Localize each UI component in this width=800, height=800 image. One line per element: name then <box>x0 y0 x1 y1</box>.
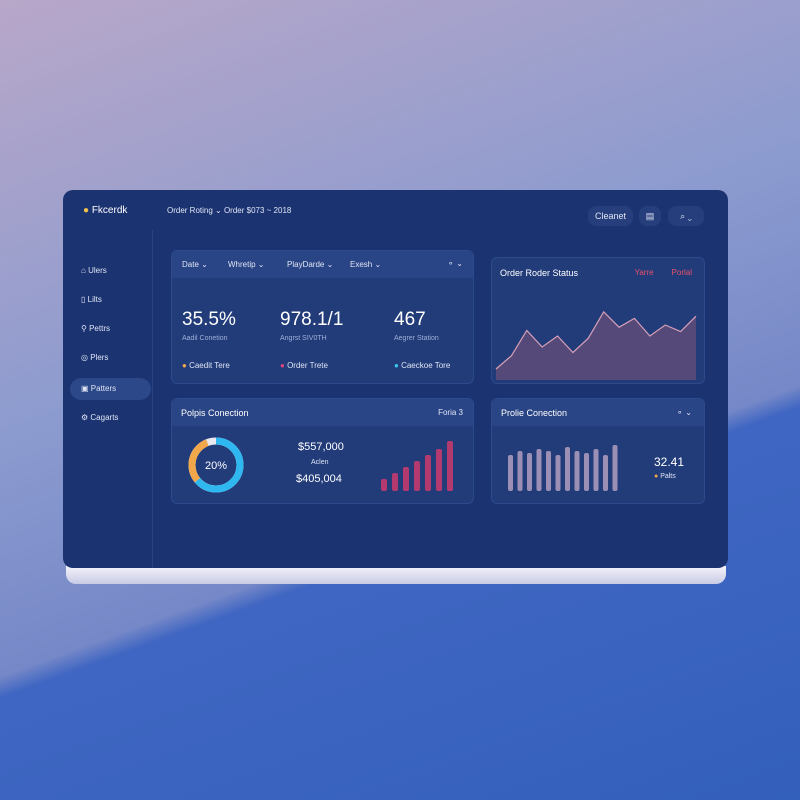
card-link[interactable]: Foria 3 <box>438 408 463 417</box>
stat-label: Angrst SIV0TH <box>280 335 327 342</box>
card-title: Polpis Conection <box>181 408 249 418</box>
bar-chart <box>508 445 618 491</box>
amount: $405,004 <box>296 473 342 485</box>
bar <box>425 455 431 491</box>
crumb[interactable]: Order Roting <box>167 206 213 215</box>
sidebar-item[interactable]: ◎ Plers <box>81 353 109 362</box>
metric: 32.41 <box>654 455 685 469</box>
bar <box>527 453 532 491</box>
bar <box>593 449 599 491</box>
dashboard: ● Fkcerdk Order Roting ⌄ Order $073 ~ 20… <box>63 190 728 568</box>
donut-segment <box>188 437 244 493</box>
bar <box>436 449 442 491</box>
icon-button[interactable]: ▤ <box>639 206 661 226</box>
bar <box>508 455 513 491</box>
area <box>496 311 696 380</box>
card-header <box>172 399 473 426</box>
card-title: Order Roder Status <box>500 268 579 278</box>
stat-value: 35.5% <box>182 309 236 330</box>
donut-chart: 20% <box>188 437 244 493</box>
crumb[interactable]: Order $073 ~ 2018 <box>223 206 292 215</box>
stat-label: Aadil Conetion <box>182 335 228 342</box>
filter[interactable]: PlayDarde ⌄ <box>287 260 334 269</box>
button[interactable]: Cleanet <box>588 206 633 226</box>
filter[interactable]: Date ⌄ <box>182 260 208 269</box>
profile-card: Prolie Conection ⚬ ⌄ 32.41 ● Palts <box>491 398 705 504</box>
legend-label: Palts <box>660 473 676 480</box>
donut-segment <box>188 437 244 493</box>
connection-card: Polpis Conection Foria 3 20% $557,000 Ac… <box>171 398 474 504</box>
device-base <box>66 566 726 584</box>
filter-label[interactable]: Exesh <box>350 260 373 269</box>
legend-label: Yarre <box>634 268 654 277</box>
legend-label: Order Trete <box>287 361 328 370</box>
line <box>495 310 697 370</box>
sidebar-item[interactable]: ⌂ Ulers <box>81 266 107 275</box>
bar <box>517 451 523 491</box>
bar <box>414 461 420 491</box>
bar <box>447 441 453 491</box>
sidebar-label[interactable]: Cagarts <box>90 413 119 422</box>
legend-dot: ● <box>182 361 187 370</box>
sidebar-label[interactable]: Pettrs <box>89 324 110 333</box>
bar <box>381 479 387 491</box>
sidebar-item[interactable]: ⚲ Pettrs <box>81 324 110 333</box>
legend-dot: ● <box>280 361 285 370</box>
legend-label: Caeckoe Tore <box>401 361 451 370</box>
divider <box>152 230 153 568</box>
bar <box>536 449 542 491</box>
sidebar-label[interactable]: Ulers <box>88 266 107 275</box>
brand: ● Fkcerdk <box>83 205 128 216</box>
legend-item: ● Order Trete <box>280 361 328 370</box>
legend-label: Porlal <box>671 268 692 277</box>
bar <box>403 467 409 491</box>
filter-bar: ⚬ ⌄ Date ⌄ Whretip ⌄ PlayDarde ⌄ Exesh ⌄ <box>172 251 473 278</box>
sidebar-label[interactable]: Plers <box>90 353 109 362</box>
legend-dot: ● <box>394 361 399 370</box>
breadcrumb[interactable]: Order Roting ⌄ Order $073 ~ 2018 <box>167 206 292 215</box>
sidebar-item[interactable]: ▯ Lilts <box>81 295 102 304</box>
search-button[interactable]: ⌕ ⌄ <box>668 206 704 226</box>
bar <box>392 473 398 491</box>
legend-item: ● Palts <box>654 473 676 480</box>
bar <box>584 453 589 491</box>
card-title: Prolie Conection <box>501 408 568 418</box>
filter-label[interactable]: Whretip <box>228 260 256 269</box>
status-card: Order Roder Status Yarre Porlal <box>491 257 705 384</box>
bar <box>574 451 580 491</box>
stat-label: Aegrer Station <box>394 335 439 342</box>
stat-value: 978.1/1 <box>280 309 344 330</box>
bar <box>546 451 551 491</box>
area-chart <box>495 310 697 380</box>
filter-label[interactable]: Date <box>182 260 199 269</box>
bar-chart <box>381 441 453 491</box>
bar <box>612 445 618 491</box>
active-bg <box>70 378 151 400</box>
filter[interactable]: Exesh ⌄ <box>350 260 382 269</box>
card-header <box>492 399 704 426</box>
amount: $557,000 <box>298 441 344 453</box>
legend-item: ● Caeckoe Tore <box>394 361 450 370</box>
legend-label: Caedit Tere <box>189 361 230 370</box>
filter-label[interactable]: PlayDarde <box>287 260 325 269</box>
sidebar-label[interactable]: Lilts <box>87 295 102 304</box>
stats-card: ⚬ ⌄ Date ⌄ Whretip ⌄ PlayDarde ⌄ Exesh ⌄ 35… <box>171 250 474 384</box>
sidebar-label[interactable]: Patters <box>90 384 117 393</box>
sidebar-item[interactable]: ▣ Patters <box>81 384 117 393</box>
filter-icon[interactable]: ⚬ ⌄ <box>447 259 463 268</box>
bar <box>565 447 570 491</box>
bar <box>603 455 608 491</box>
legend-item: ● Caedit Tere <box>182 361 230 370</box>
filter[interactable]: Whretip ⌄ <box>228 260 265 269</box>
stat-value: 467 <box>394 309 426 330</box>
brand-text: Fkcerdk <box>91 205 128 216</box>
legend: Yarre Porlal <box>617 268 692 277</box>
sidebar-item[interactable]: ⚙ Cagarts <box>81 413 119 422</box>
donut-label: 20% <box>205 460 227 472</box>
bar <box>555 455 561 491</box>
card-menu[interactable]: ⚬ ⌄ <box>676 408 692 417</box>
amount-label: Aclen <box>311 459 329 466</box>
